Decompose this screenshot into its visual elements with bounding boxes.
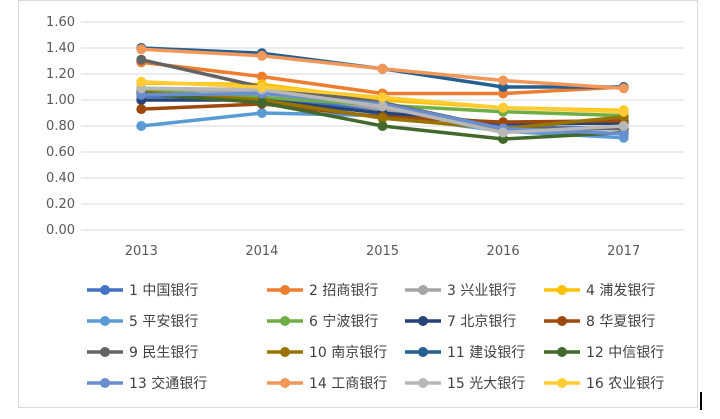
legend-swatch-marker [100,347,110,357]
legend-label: 2 招商银行 [309,283,378,299]
y-tick-label: 0.40 [46,171,75,186]
data-point [256,108,267,118]
legend-label: 7 北京银行 [447,314,516,330]
data-point [256,97,267,108]
legend-label: 9 民生银行 [129,345,198,361]
legend-label: 6 宁波银行 [309,313,378,330]
legend-swatch-marker [100,378,110,388]
legend-label: 11 建设银行 [447,345,525,361]
series-16 [136,76,629,117]
legend-swatch-marker [280,316,290,326]
legend-swatch-marker [100,285,110,295]
legend-swatch-marker [557,316,567,326]
legend-label: 15 光大银行 [447,376,525,392]
data-point [618,106,629,117]
legend-swatch-marker [557,378,567,388]
data-point [256,71,267,82]
data-point [377,121,388,131]
legend-swatch-marker [418,378,428,388]
data-point [498,75,509,86]
legend-swatch-marker [100,316,110,326]
line-chart: 0.00 0.20 0.40 0.60 0.80 1.00 1.20 1.40 1.60 201… [46,15,684,392]
text-cursor [700,392,702,410]
y-tick-label: 1.60 [46,15,75,30]
legend-label: 13 交通银行 [129,375,207,392]
legend-label: 16 农业银行 [586,376,664,392]
data-point [136,76,147,87]
legend-label: 8 华夏银行 [586,314,655,330]
x-tick-label: 2016 [487,244,520,259]
x-axis-tick-labels: 2013 2014 2015 2016 2017 [125,244,640,259]
x-tick-label: 2014 [245,244,278,259]
x-tick-label: 2013 [125,244,158,259]
series-14 [136,44,629,94]
legend-item: 16 农业银行 [544,376,664,392]
data-point [377,101,388,112]
data-point [136,104,147,115]
series-lines [136,43,629,144]
data-point [498,102,509,113]
legend-item: 14 工商银行 [267,376,387,392]
legend-item: 4 浦发银行 [544,283,655,299]
data-point [256,50,267,61]
legend-swatch-marker [557,285,567,295]
legend-swatch-marker [557,347,567,357]
y-axis-tick-labels: 0.00 0.20 0.40 0.60 0.80 1.00 1.20 1.40 1.60 [46,15,75,238]
data-point [377,113,388,124]
y-tick-label: 0.60 [46,145,75,160]
legend-swatch-marker [280,285,290,295]
y-tick-label: 0.00 [46,223,75,238]
legend-label: 4 浦发银行 [586,283,655,299]
chart-frame: 0.00 0.20 0.40 0.60 0.80 1.00 1.20 1.40 1.60 201… [18,0,698,408]
legend-label: 14 工商银行 [309,376,387,392]
legend-swatch-marker [418,285,428,295]
data-point [618,83,629,94]
data-point [136,121,147,131]
legend-item: 3 兴业银行 [405,283,516,299]
legend-swatch-marker [418,316,428,326]
data-point [498,127,509,138]
legend-item: 1 中国银行 [87,283,198,299]
legend-item: 7 北京银行 [405,314,516,330]
legend: 1 中国银行 2 招商银行 3 兴业银行 4 浦发银行 5 平安银行 6 宁波银行 7 北京… [87,283,664,392]
data-point [136,54,147,65]
legend-item: 9 民生银行 [87,345,198,361]
legend-label: 1 中国银行 [129,283,198,299]
legend-item: 8 华夏银行 [544,314,655,330]
x-tick-label: 2015 [366,244,399,259]
data-point [136,44,147,55]
y-tick-label: 1.20 [46,67,75,82]
y-tick-label: 0.80 [46,119,75,134]
series-15 [136,83,629,138]
y-tick-label: 1.00 [46,93,75,108]
legend-item: 6 宁波银行 [267,313,378,330]
data-point [377,92,388,103]
legend-item: 15 光大银行 [405,376,525,392]
data-point [377,63,388,74]
x-tick-label: 2017 [607,244,640,259]
legend-label: 5 平安银行 [129,314,198,330]
legend-swatch-marker [280,347,290,357]
legend-label: 12 中信银行 [586,345,664,361]
legend-item: 12 中信银行 [544,345,664,361]
data-point [256,82,267,92]
data-point [618,128,629,139]
legend-label: 10 南京银行 [309,345,387,361]
legend-item: 10 南京银行 [267,345,387,361]
legend-item: 2 招商银行 [267,283,378,299]
legend-swatch-marker [418,347,428,357]
legend-item: 13 交通银行 [87,375,207,392]
y-tick-label: 1.40 [46,41,75,56]
legend-item: 5 平安银行 [87,314,198,330]
legend-label: 3 兴业银行 [447,283,516,299]
legend-item: 11 建设银行 [405,345,525,361]
legend-swatch-marker [280,378,290,388]
data-point [618,121,629,131]
y-tick-label: 0.20 [46,197,75,212]
